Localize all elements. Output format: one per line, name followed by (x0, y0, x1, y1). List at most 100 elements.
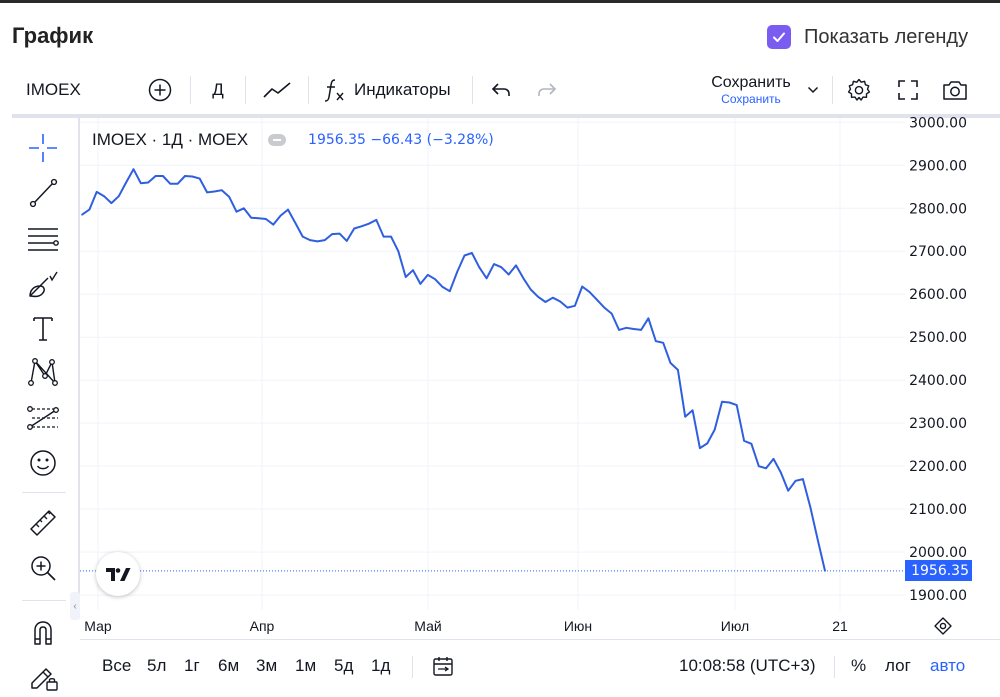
percent-scale-button[interactable]: % (851, 656, 867, 675)
settings-button[interactable] (843, 74, 875, 106)
show-legend-toggle[interactable]: Показать легенду (767, 25, 968, 49)
undo-button[interactable] (486, 76, 516, 104)
log-scale-button[interactable]: лог (885, 656, 911, 675)
camera-icon (943, 81, 967, 100)
series-point (728, 401, 731, 404)
screenshot-button[interactable] (938, 74, 972, 106)
series-point (441, 286, 444, 288)
range-3m[interactable]: 3м (256, 656, 278, 675)
time-tick-label: Июн (564, 618, 592, 634)
series-point (588, 291, 591, 293)
zoom-tool[interactable] (20, 548, 66, 588)
line-chart-icon (263, 82, 291, 98)
series-points (81, 168, 826, 572)
chevron-left-icon: ‹ (73, 600, 77, 612)
price-tick-label: 2900.00 (909, 158, 967, 174)
series-point (574, 305, 576, 307)
series-point (154, 175, 157, 177)
bottom-separator (834, 656, 835, 678)
series-point (618, 329, 620, 331)
series-point (132, 168, 135, 170)
time-tick-label: Апр (250, 618, 275, 634)
pattern-tool[interactable] (20, 352, 66, 392)
price-tick-label: 3000.00 (909, 115, 967, 131)
toolbar-separator (190, 76, 191, 104)
range-1d[interactable]: 1д (371, 656, 391, 675)
auto-scale-button[interactable]: авто (930, 656, 966, 675)
range-5y[interactable]: 5л (147, 656, 167, 675)
fib-tool[interactable] (20, 398, 66, 438)
brush-tool[interactable] (20, 264, 66, 304)
series-point (235, 210, 238, 213)
range-1y[interactable]: 1г (184, 656, 200, 675)
series-point (485, 277, 488, 280)
horizontal-lines-tool[interactable] (20, 218, 66, 258)
price-tick-label: 2600.00 (909, 287, 967, 303)
grid (80, 118, 905, 610)
fullscreen-icon (898, 80, 918, 100)
range-5d[interactable]: 5д (334, 656, 354, 675)
series-point (404, 276, 407, 278)
series-point (787, 489, 790, 492)
axis-settings-button[interactable] (930, 614, 956, 638)
series-point (390, 235, 392, 238)
indicators-button[interactable]: Индикаторы (322, 76, 451, 104)
save-button[interactable]: Сохранить Сохранить (706, 74, 796, 108)
clock-timezone[interactable]: 10:08:58 (UTC+3) (679, 656, 816, 675)
series-point (169, 182, 172, 185)
series-point (368, 222, 370, 225)
chart-type-button[interactable] (260, 76, 294, 104)
compare-symbol-button[interactable] (144, 75, 176, 105)
legend-hide-button[interactable] (268, 134, 287, 146)
price-axis: 3000.00 2900.00 2800.00 2700.00 2600.00 2500.… (909, 115, 967, 604)
magnet-tool[interactable] (20, 612, 66, 652)
symbol-search-button[interactable]: IMOEX (26, 80, 81, 99)
measure-tool[interactable] (20, 503, 66, 543)
save-dropdown-button[interactable] (802, 80, 824, 100)
series-point (147, 181, 150, 184)
go-to-date-button[interactable] (428, 654, 458, 680)
time-tick-label: 21 (832, 618, 848, 634)
trend-line-tool[interactable] (20, 173, 66, 213)
series-point (757, 465, 760, 467)
time-axis-divider (80, 639, 1000, 640)
series-point (301, 235, 304, 238)
emoji-tool[interactable] (20, 443, 66, 483)
series-point (265, 218, 267, 220)
range-6m[interactable]: 6м (218, 656, 240, 675)
series-point (382, 235, 385, 238)
bottom-separator (412, 656, 413, 678)
series-point (191, 175, 194, 178)
series-point (552, 296, 554, 299)
zoom-in-icon (31, 556, 56, 581)
lock-drawings-tool[interactable] (20, 656, 66, 696)
toolbar-separator (308, 76, 309, 104)
text-tool[interactable] (20, 308, 66, 348)
series-point (544, 301, 547, 303)
series-point (809, 506, 812, 508)
series-point (566, 306, 569, 309)
fullscreen-button[interactable] (892, 74, 924, 106)
crosshair-icon (29, 134, 57, 162)
series-point (743, 440, 745, 442)
save-sublabel: Сохранить (721, 92, 781, 106)
collapse-panel-button[interactable]: ‹ (70, 592, 80, 620)
redo-button[interactable] (532, 76, 562, 104)
series-point (691, 409, 694, 412)
crosshair-tool[interactable] (20, 128, 66, 168)
legend-symbol-title: IMOEX · 1Д · MOEX (92, 130, 249, 149)
ruler-icon (30, 510, 56, 536)
axis-settings-icon (934, 617, 952, 635)
series-point (559, 300, 561, 303)
series-point (375, 219, 378, 221)
range-1m[interactable]: 1м (295, 656, 317, 675)
range-all[interactable]: Все (102, 656, 132, 675)
series-point (279, 214, 282, 217)
tradingview-logo[interactable] (96, 552, 140, 596)
legend-checkbox[interactable] (767, 25, 791, 49)
plus-circle-icon (148, 78, 172, 102)
series-point (529, 288, 532, 291)
series-line (81, 168, 826, 572)
interval-button[interactable]: Д (212, 80, 224, 99)
